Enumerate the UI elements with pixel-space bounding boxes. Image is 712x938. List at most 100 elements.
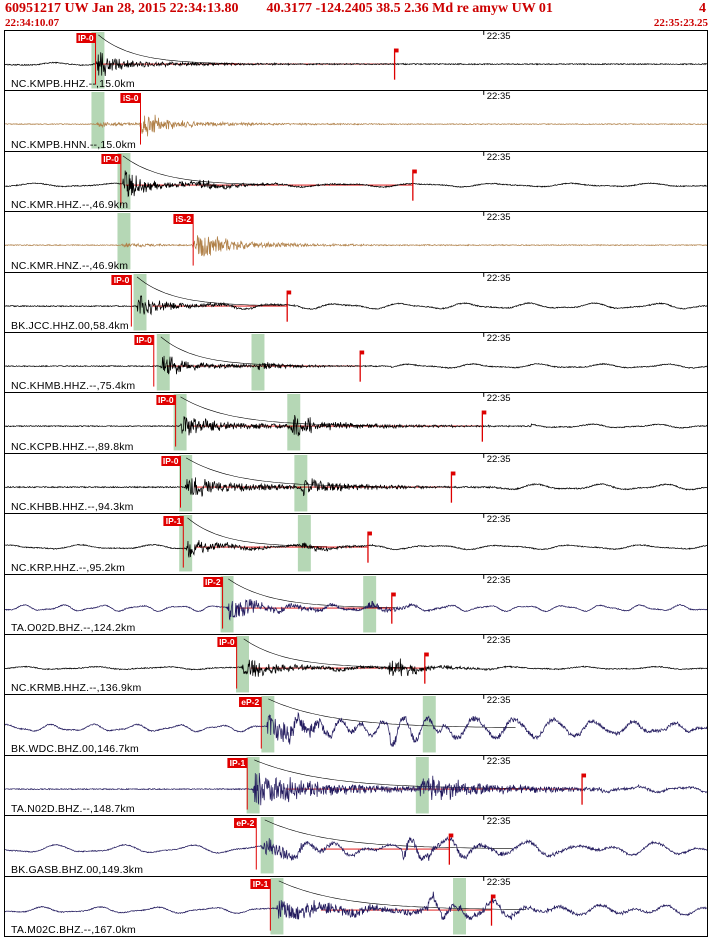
pick-flag[interactable]: IP-1 [250,878,271,889]
coda-end-flag[interactable] [394,48,399,53]
waveform-canvas[interactable] [5,212,707,271]
seismic-trace [5,415,707,437]
coda-end-flag[interactable] [491,894,496,899]
coda-end-flag[interactable] [582,773,587,778]
pick-flag[interactable]: eP-2 [234,818,257,829]
time-tick-label: 22:35 [486,151,511,163]
arrival-window-band [173,394,187,451]
waveform-canvas[interactable] [5,31,707,90]
coda-end-flag[interactable] [287,290,292,295]
pick-flag[interactable]: IP-0 [160,455,181,466]
waveform-canvas[interactable] [5,151,707,211]
seismic-trace [5,772,707,806]
waveform-canvas[interactable] [5,755,707,815]
arrival-window-band [133,273,147,331]
pick-flag[interactable]: iS-0 [120,93,141,104]
time-tick-label: 22:35 [486,333,511,345]
waveform-canvas[interactable] [5,876,707,936]
station-label: NC.KRP.HHZ.--,95.2km [11,561,126,574]
event-header: 60951217 UW Jan 28, 2015 22:34:13.80 40.… [0,0,712,17]
trace-panel-6[interactable]: IP-0 22:35 NC.KHMB.HHZ.--,75.4km [5,333,707,394]
trace-panel-13[interactable]: IP-1 22:35 TA.N02D.BHZ.--,148.7km [5,755,707,817]
coda-decay-curve [268,699,516,729]
time-tick-label: 22:35 [486,755,511,767]
time-window-bar: 22:34:10.07 22:35:23.25 [0,17,712,30]
pick-flag[interactable]: IP-0 [155,395,176,406]
arrival-window-band [179,454,193,512]
trace-panel-12[interactable]: eP-2 22:35 BK.WDC.BHZ.00,146.7km [5,695,707,756]
pick-flag[interactable]: IP-0 [75,33,96,43]
trace-panel-5[interactable]: IP-0 22:35 BK.JCC.HHZ.00,58.4km [5,272,707,334]
trace-panel-10[interactable]: IP-2 22:35 TA.O02D.BHZ.--,124.2km [5,574,707,636]
time-tick-label: 22:35 [486,876,511,888]
coda-end-flag[interactable] [412,169,417,174]
seismic-trace [5,658,707,677]
time-tick-label: 22:35 [486,212,511,224]
header-flag-count: 4 [699,1,706,16]
trace-panel-3[interactable]: IP-0 22:35 NC.KMR.HHZ.--,46.9km [5,151,707,213]
window-end-time: 22:35:23.25 [653,17,708,29]
waveform-canvas[interactable] [5,333,707,392]
station-label: NC.KMR.HNZ.--,46.9km [11,259,129,272]
seismic-trace [5,170,707,198]
seismic-trace [5,235,707,257]
waveform-canvas[interactable] [5,91,707,150]
seismic-trace [5,115,707,137]
arrival-window-band [117,213,131,270]
coda-end-flag[interactable] [367,531,372,536]
trace-panel-stack: IP-0 22:35 NC.KMPB.HHZ.--,15.0km iS-0 22:35 N… [4,30,708,937]
coda-end-flag[interactable] [482,410,487,415]
pick-flag[interactable]: IP-0 [217,637,237,648]
seismic-trace [5,891,707,921]
coda-decay-curve [122,155,275,185]
waveform-canvas[interactable] [5,453,707,513]
coda-decay-curve [264,819,513,850]
seismic-trace [5,540,707,558]
time-tick-label: 22:35 [486,31,511,42]
pick-flag[interactable]: IP-1 [227,757,248,768]
coda-decay-curve [243,638,412,668]
trace-panel-8[interactable]: IP-0 22:35 NC.KHBB.HHZ.--,94.3km [5,453,707,515]
trace-panel-14[interactable]: eP-2 22:35 BK.GASB.BHZ.00,149.3km [5,816,707,877]
coda-decay-curve [185,457,382,487]
time-tick-label: 22:35 [486,91,511,103]
time-tick-label: 22:35 [486,393,511,405]
trace-panel-4[interactable]: iS-2 22:35 NC.KMR.HNZ.--,46.9km [5,212,707,273]
pick-flag[interactable]: IP-0 [101,153,121,164]
arrival-window-band [220,575,234,633]
coda-end-flag[interactable] [391,592,396,597]
trace-panel-9[interactable]: IP-1 22:35 NC.KRP.HHZ.--,95.2km [5,514,707,575]
event-summary: 60951217 UW Jan 28, 2015 22:34:13.80 [5,1,239,16]
coda-end-flag[interactable] [449,833,454,838]
time-tick-label: 22:35 [486,272,511,284]
pick-flag[interactable]: eP-2 [239,697,262,708]
trace-panel-1[interactable]: IP-0 22:35 NC.KMPB.HHZ.--,15.0km [5,31,707,92]
seismic-trace [5,836,707,862]
pick-flag[interactable]: IP-1 [163,516,184,527]
waveform-canvas[interactable] [5,635,707,694]
coda-end-flag[interactable] [360,350,365,355]
station-label: TA.O02D.BHZ.--,124.2km [11,622,136,635]
trace-panel-11[interactable]: IP-0 22:35 NC.KRMB.HHZ.--,136.9km [5,635,707,696]
coda-end-flag[interactable] [451,471,456,476]
waveform-canvas[interactable] [5,574,707,634]
seismic-trace [5,52,707,77]
waveform-canvas[interactable] [5,393,707,452]
seismic-trace [5,712,707,748]
pick-flag[interactable]: iS-2 [173,214,194,225]
trace-panel-7[interactable]: IP-0 22:35 NC.KCPB.HHZ.--,89.8km [5,393,707,454]
coda-decay-curve [136,276,277,306]
trace-panel-2[interactable]: iS-0 22:35 NC.KMPB.HNN.--,15.0km [5,91,707,152]
coda-end-flag[interactable] [424,652,429,657]
waveform-canvas[interactable] [5,514,707,573]
pick-flag[interactable]: IP-2 [203,576,223,587]
waveform-canvas[interactable] [5,695,707,754]
pick-flag[interactable]: IP-0 [134,335,154,346]
waveform-canvas[interactable] [5,816,707,875]
trace-panel-15[interactable]: IP-1 22:35 TA.M02C.BHZ.--,167.0km [5,876,707,936]
time-tick-label: 22:35 [486,635,511,647]
pick-flag[interactable]: IP-0 [111,274,132,285]
seismic-trace [5,477,707,497]
station-label: BK.GASB.BHZ.00,149.3km [11,863,144,876]
station-label: NC.KHBB.HHZ.--,94.3km [11,501,134,514]
